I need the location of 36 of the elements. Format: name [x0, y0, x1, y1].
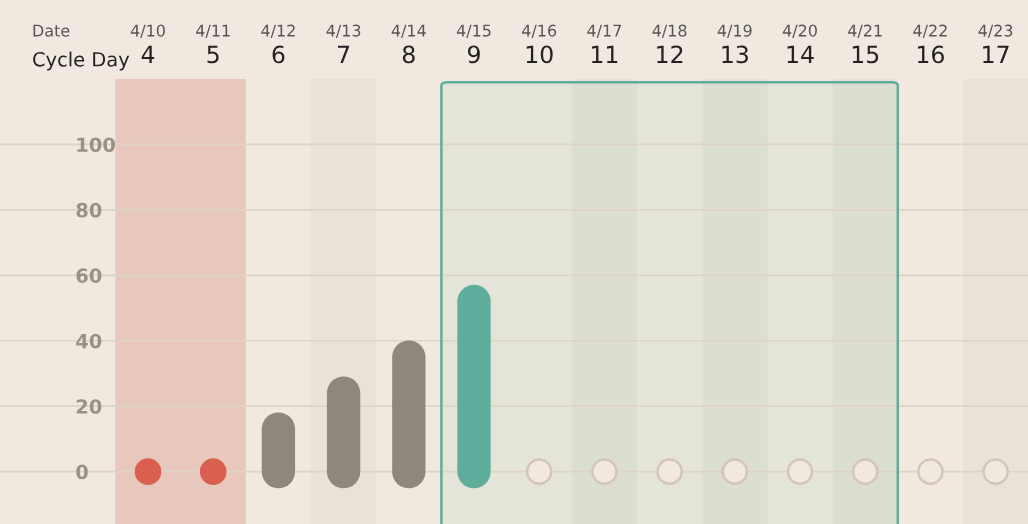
text: 4/18 — [652, 24, 687, 38]
text: 4/12 — [261, 24, 295, 38]
text: 4/23 — [978, 24, 1013, 38]
x-tick-label: 13 — [722, 45, 748, 64]
text: 4/11 — [196, 24, 230, 38]
x-tick-label: 9 — [467, 45, 480, 64]
x-tick-label: 16 — [917, 45, 944, 64]
y-tick-label: 80 — [76, 202, 102, 218]
text: Date — [33, 24, 70, 37]
x-tick-label: 14 — [787, 45, 814, 63]
text: 4/14 — [391, 24, 426, 38]
y-tick-label: 40 — [76, 333, 102, 349]
text: 4/17 — [587, 24, 621, 38]
y-tick-label: 20 — [76, 399, 102, 414]
y-tick-label: 60 — [76, 268, 102, 283]
x-tick-label: 15 — [852, 45, 879, 64]
x-tick-label: 11 — [591, 45, 618, 63]
text: 4/16 — [522, 24, 557, 38]
x-tick-label: 10 — [526, 45, 553, 64]
x-tick-label: 12 — [657, 45, 683, 63]
y-tick-label: 0 — [76, 464, 88, 480]
x-tick-label: 7 — [338, 45, 350, 63]
text: 4/15 — [456, 24, 491, 38]
text: 4/19 — [717, 24, 752, 38]
text: 4/13 — [326, 24, 361, 38]
x-tick-label: 8 — [402, 45, 415, 64]
x-axis-title: Cycle Day — [33, 51, 130, 71]
x-tick-label: 4 — [141, 45, 155, 63]
y-tick-label: 100 — [77, 137, 115, 153]
text: 4/22 — [913, 24, 947, 38]
x-tick-label: 5 — [207, 45, 219, 64]
x-tick-label: 6 — [272, 45, 285, 64]
text: 4/21 — [848, 24, 882, 38]
text: 4/10 — [130, 24, 165, 38]
text: 4/20 — [782, 24, 817, 38]
x-tick-label: 17 — [983, 45, 1009, 63]
